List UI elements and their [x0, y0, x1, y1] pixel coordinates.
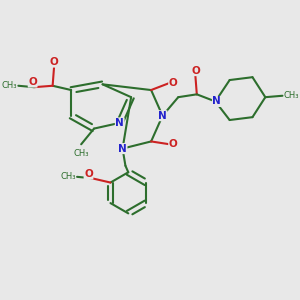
Text: CH₃: CH₃	[60, 172, 76, 181]
Text: O: O	[169, 139, 178, 149]
Text: CH₃: CH₃	[74, 148, 89, 158]
Text: CH₃: CH₃	[284, 91, 299, 100]
Text: O: O	[84, 169, 93, 179]
Text: O: O	[50, 57, 58, 67]
Text: N: N	[115, 118, 124, 128]
Text: N: N	[212, 97, 221, 106]
Text: O: O	[169, 78, 178, 88]
Text: O: O	[191, 66, 200, 76]
Text: N: N	[118, 144, 127, 154]
Text: O: O	[28, 77, 37, 87]
Text: CH₃: CH₃	[2, 81, 17, 90]
Text: N: N	[158, 111, 167, 121]
